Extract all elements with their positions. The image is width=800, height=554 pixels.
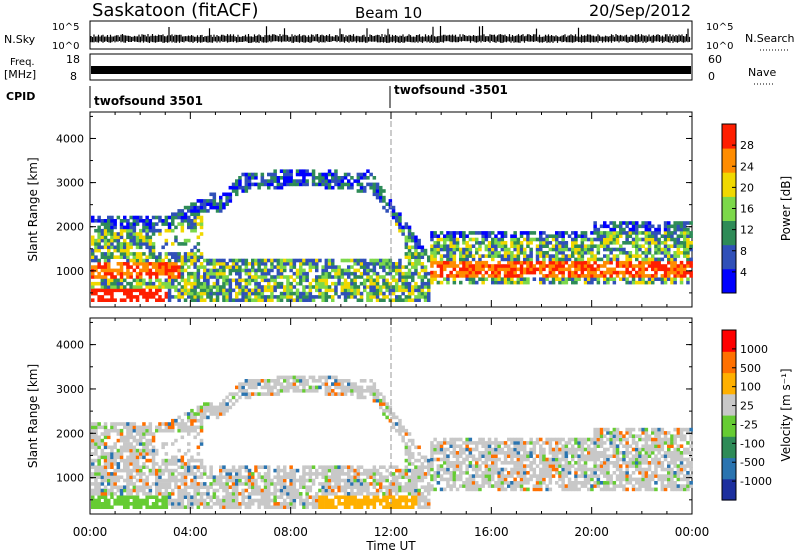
colorbar-tick-label: 12: [740, 224, 754, 237]
nave-tick-bottom: 0: [708, 70, 715, 83]
y-tick-label: 2000: [56, 427, 84, 440]
y-tick-label: 1000: [56, 472, 84, 485]
beam-title: Beam 10: [355, 4, 422, 22]
cpid-segment-1: twofsound 3501: [94, 94, 203, 108]
nsearch-tick-bottom: 10^0: [706, 41, 733, 52]
colorbar-swatch: [722, 351, 736, 374]
y-tick-label: 3000: [56, 177, 84, 190]
y-tick-label: 3000: [56, 383, 84, 396]
nsky-label: N.Sky: [4, 33, 36, 46]
time-tick-label: 00:00: [73, 525, 108, 539]
station-title: Saskatoon (fitACF): [92, 0, 259, 21]
freq-tick-bottom: 8: [70, 70, 77, 83]
cpid-label: CPID: [6, 90, 35, 103]
nsky-tick-bottom: 10^0: [52, 41, 79, 52]
colorbar-tick-label: 20: [740, 181, 754, 194]
date-title: 20/Sep/2012: [589, 1, 691, 20]
colorbar-label: Power [dB]: [779, 176, 793, 241]
colorbar-swatch: [722, 244, 736, 270]
colorbar-label: Velocity [m s⁻¹]: [779, 368, 793, 461]
time-tick-label: 20:00: [574, 525, 609, 539]
time-tick-label: 12:00: [374, 525, 409, 539]
power-axes: 1000 2000 3000 4000 Slant Range [km]: [26, 112, 693, 307]
colorbar-tick-label: 4: [740, 266, 747, 279]
power-colorbar: 28 24 20 16 12 8 4 Power [dB]: [721, 123, 793, 294]
y-tick-label: 4000: [56, 339, 84, 352]
nave-tick-top: 60: [708, 53, 722, 66]
nave-label: Nave: [748, 66, 776, 79]
time-tick-label: 16:00: [474, 525, 509, 539]
colorbar-swatch: [722, 268, 736, 294]
time-tick-label: 04:00: [173, 525, 208, 539]
colorbar-swatch: [722, 436, 736, 459]
velocity-axes: 1000 2000 3000 4000 Slant Range [km]: [26, 318, 693, 514]
colorbar-swatch: [722, 457, 736, 480]
power-echo-map: [91, 169, 693, 302]
time-tick-label: 00:00: [675, 525, 710, 539]
colorbar-tick-label: 24: [740, 160, 754, 173]
nsky-tick-top: 10^5: [52, 22, 79, 33]
colorbar-swatch: [722, 415, 736, 437]
velocity-colorbar: 1000 500 100 25 -25 -100 -500 -1000 Velocity [m …: [721, 329, 793, 501]
colorbar-swatch: [722, 220, 736, 246]
y-axis-label: Slant Range [km]: [26, 157, 40, 261]
y-tick-label: 4000: [56, 132, 84, 145]
freq-label: Freq.: [10, 57, 35, 68]
y-tick-label: 1000: [56, 265, 84, 278]
colorbar-tick-label: 25: [740, 400, 754, 413]
freq-unit-label: [MHz]: [4, 68, 36, 81]
time-tick-label: 08:00: [273, 525, 308, 539]
freq-panel: Freq. [MHz] Nave 18 8 60 0: [4, 53, 776, 85]
colorbar-tick-label: -25: [740, 418, 758, 431]
nsearch-tick-top: 10^5: [706, 22, 733, 33]
y-tick-label: 2000: [56, 221, 84, 234]
freq-trace: [91, 66, 691, 74]
colorbar-swatch: [722, 330, 736, 352]
y-axis-label: Slant Range [km]: [26, 364, 40, 468]
time-axis-label: Time UT: [365, 539, 416, 553]
cpid-segment-2: twofsound -3501: [394, 83, 508, 97]
cpid-panel: CPID twofsound 3501 twofsound -3501: [6, 83, 508, 108]
colorbar-swatch: [722, 124, 736, 149]
colorbar-swatch: [722, 172, 736, 197]
time-axis: Time UT 00:00 04:00 08:00 12:00 16:00 20:00 00…: [73, 525, 710, 553]
colorbar-swatch: [722, 393, 736, 416]
velocity-echo-map: [91, 375, 693, 509]
colorbar-tick-label: 100: [740, 381, 761, 394]
colorbar-tick-label: -100: [740, 437, 765, 450]
colorbar-tick-label: 28: [740, 139, 754, 152]
colorbar-tick-label: 16: [740, 203, 754, 216]
velocity-panel: 1000 2000 3000 4000 Slant Range [km] 1000 500…: [26, 317, 793, 515]
power-panel: 1000 2000 3000 4000 Slant Range [km] 28 24 20 1…: [26, 111, 793, 308]
colorbar-tick-label: -1000: [740, 475, 772, 488]
nsky-panel: N.Sky N.Search 10^5 10^0 10^5 10^0: [4, 20, 795, 52]
freq-tick-top: 18: [66, 53, 80, 66]
colorbar-tick-label: 8: [740, 245, 747, 258]
colorbar-tick-label: -500: [740, 456, 765, 469]
colorbar-swatch: [722, 148, 736, 173]
colorbar-swatch: [722, 478, 736, 501]
nsearch-label: N.Search: [745, 32, 795, 45]
nsky-trace: [90, 26, 691, 43]
colorbar-swatch: [722, 196, 736, 221]
colorbar-swatch: [722, 372, 736, 395]
colorbar-tick-label: 1000: [740, 343, 768, 356]
colorbar-tick-label: 500: [740, 362, 761, 375]
